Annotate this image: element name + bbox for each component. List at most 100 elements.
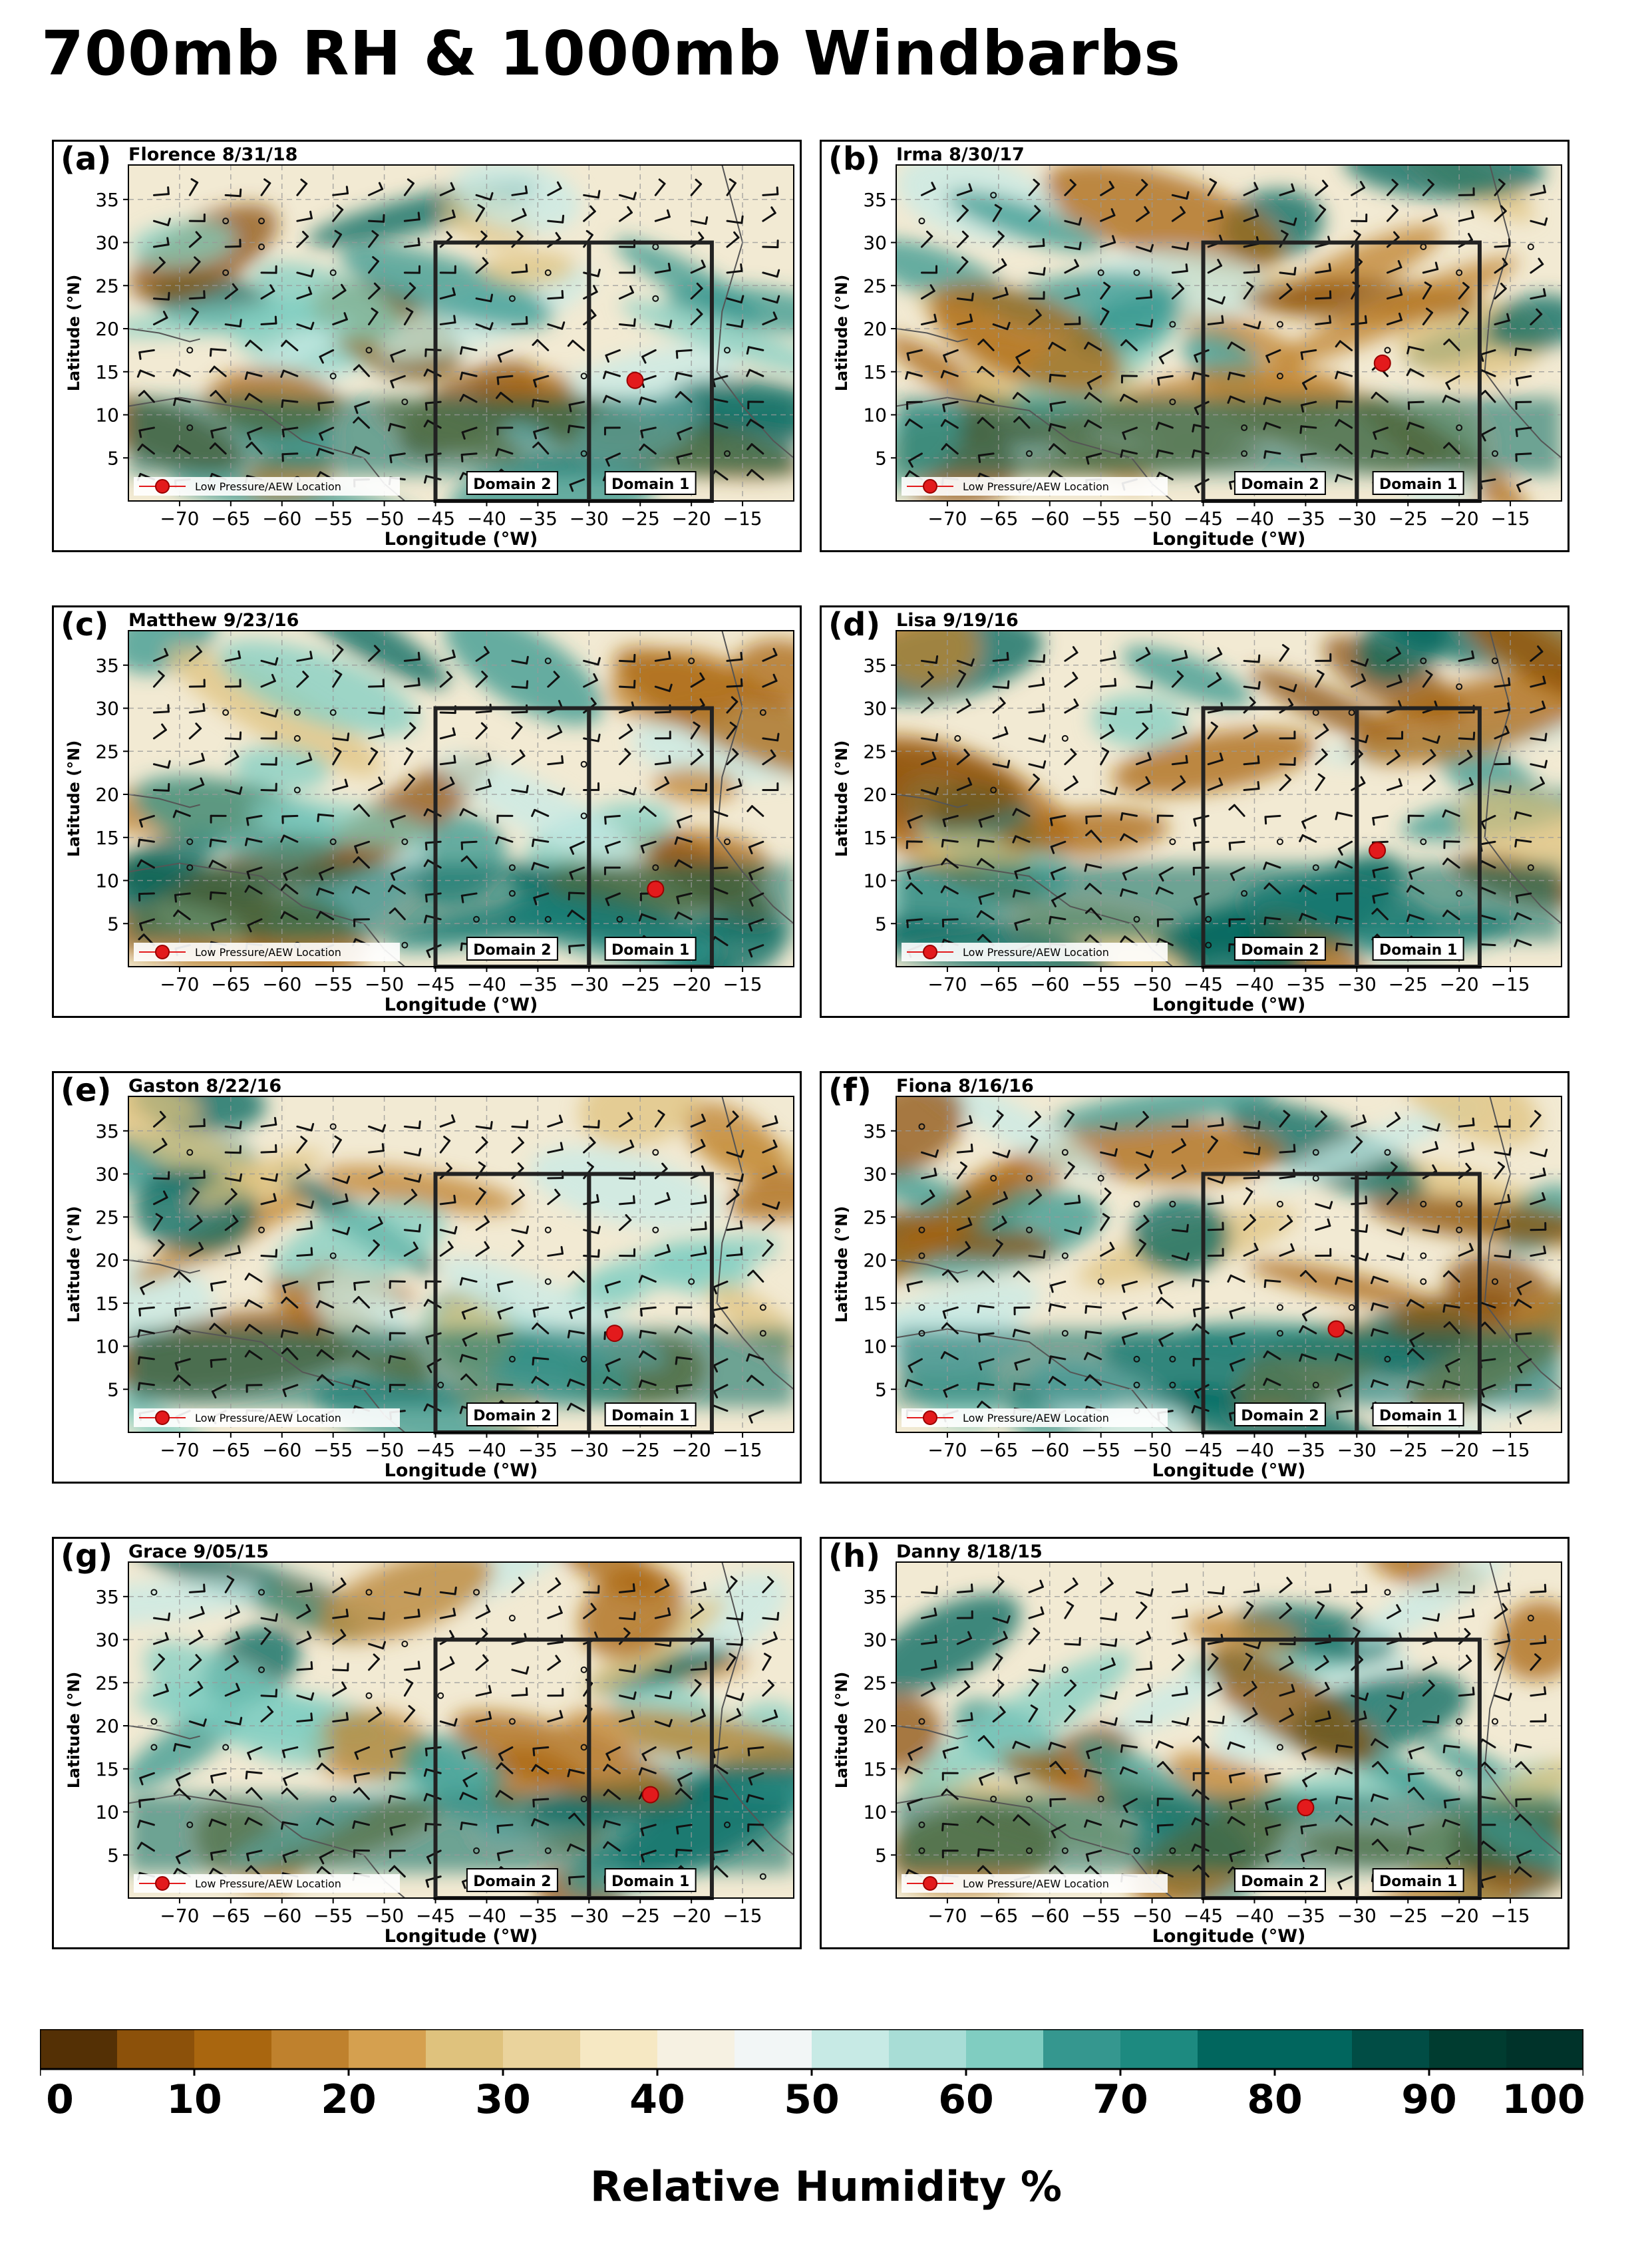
wind-barb	[1276, 1330, 1283, 1337]
wind-barb	[459, 394, 478, 403]
wind-barb	[1494, 238, 1511, 248]
wind-barb	[329, 373, 337, 380]
wind-barb	[1097, 1175, 1104, 1182]
low-pressure-marker	[1369, 842, 1387, 860]
wind-barb	[602, 371, 621, 379]
wind-barb	[747, 1746, 764, 1756]
wind-barb	[496, 1382, 514, 1392]
wind-barb	[1492, 450, 1498, 457]
wind-barb	[918, 1252, 925, 1259]
wind-barb	[1243, 1583, 1260, 1593]
wind-barb	[403, 1609, 420, 1619]
wind-barb	[674, 1325, 693, 1335]
wind-barb	[224, 1188, 238, 1206]
wind-barb	[511, 1577, 525, 1593]
wind-barb	[726, 215, 744, 224]
wind-barb	[296, 1200, 315, 1209]
wind-barb	[726, 1611, 744, 1621]
wind-barb	[1515, 452, 1532, 462]
wind-barb	[424, 475, 442, 484]
wind-barb	[224, 283, 238, 300]
wind-barb	[403, 237, 420, 248]
wind-barb	[247, 918, 263, 933]
wind-barb	[940, 1351, 959, 1361]
wind-barb	[332, 1193, 349, 1206]
wind-barb	[1171, 1686, 1188, 1697]
wind-barb	[1351, 213, 1368, 222]
wind-barb	[496, 1824, 514, 1834]
wind-barb	[1120, 888, 1138, 897]
wind-barb	[224, 1716, 243, 1726]
wind-barb	[186, 1821, 194, 1828]
wind-barb	[424, 1280, 442, 1289]
wind-barb	[1315, 1601, 1325, 1619]
wind-barb	[260, 1706, 274, 1723]
caribbean-islands	[896, 1725, 968, 1740]
wind-barb	[174, 1306, 191, 1317]
wind-barb	[762, 1165, 778, 1180]
wind-barb	[1279, 1602, 1293, 1619]
wind-barb	[186, 864, 194, 872]
wind-barb	[176, 1850, 191, 1864]
wind-barb	[547, 1688, 564, 1697]
wind-barb	[174, 892, 191, 903]
wind-barb	[475, 1187, 486, 1206]
wind-barb	[690, 282, 703, 300]
wind-barb	[544, 915, 552, 923]
wind-barb	[1445, 375, 1460, 391]
wind-barb	[1100, 1717, 1118, 1726]
wind-barb	[1458, 307, 1469, 326]
wind-barb	[1530, 1635, 1547, 1645]
wind-barb	[1315, 748, 1328, 766]
wind-barb	[1300, 452, 1317, 463]
wind-barb	[762, 240, 779, 249]
wind-barb	[1084, 1768, 1102, 1778]
x-tick-label: −70	[160, 1905, 199, 1927]
wind-barb	[462, 1332, 478, 1347]
panel-tag: (e)	[61, 1073, 111, 1109]
y-tick-label: 10	[863, 1802, 887, 1824]
wind-barb	[296, 1220, 313, 1231]
wind-barb	[1028, 205, 1041, 222]
wind-barb	[329, 1252, 337, 1259]
wind-barb	[1456, 1718, 1463, 1725]
wind-barb	[690, 216, 709, 225]
wind-barb	[224, 1215, 239, 1231]
wind-barb	[580, 760, 587, 768]
svg-text:Domain 1: Domain 1	[1379, 942, 1457, 959]
wind-barb	[1243, 1707, 1258, 1723]
wind-barb	[1064, 1704, 1076, 1723]
wind-barb	[353, 1296, 371, 1309]
wind-barb	[531, 862, 550, 871]
wind-barb	[365, 1692, 373, 1699]
x-axis-label: Longitude (°W)	[1152, 1926, 1306, 1947]
wind-barb	[1263, 916, 1281, 925]
wind-barb	[1264, 814, 1281, 825]
wind-barb	[1241, 889, 1248, 897]
wind-barb	[475, 1215, 490, 1231]
rh-blob	[947, 190, 1105, 253]
wind-barb	[317, 401, 335, 411]
rh-blob	[248, 320, 352, 376]
wind-barb	[1100, 307, 1110, 326]
wind-barb	[1265, 1798, 1281, 1811]
wind-barb	[907, 814, 923, 829]
colorbar-tick-label: 80	[1247, 2076, 1303, 2123]
wind-barb	[580, 1666, 587, 1673]
wind-barb	[605, 349, 621, 363]
wind-barb	[654, 209, 671, 222]
wind-barb	[726, 263, 743, 274]
wind-barb	[532, 339, 550, 351]
wind-barb	[460, 1373, 478, 1386]
wind-barb	[1230, 1384, 1245, 1399]
wind-barb	[918, 1226, 925, 1233]
wind-barb	[1299, 1325, 1317, 1335]
wind-barb	[1279, 756, 1296, 766]
wind-barb	[475, 722, 488, 740]
wind-barb	[748, 944, 764, 958]
wind-barb	[1100, 747, 1110, 766]
wind-barb	[618, 653, 636, 663]
wind-barb	[138, 814, 155, 828]
wind-barb	[332, 1227, 351, 1235]
wind-barb	[726, 678, 743, 688]
